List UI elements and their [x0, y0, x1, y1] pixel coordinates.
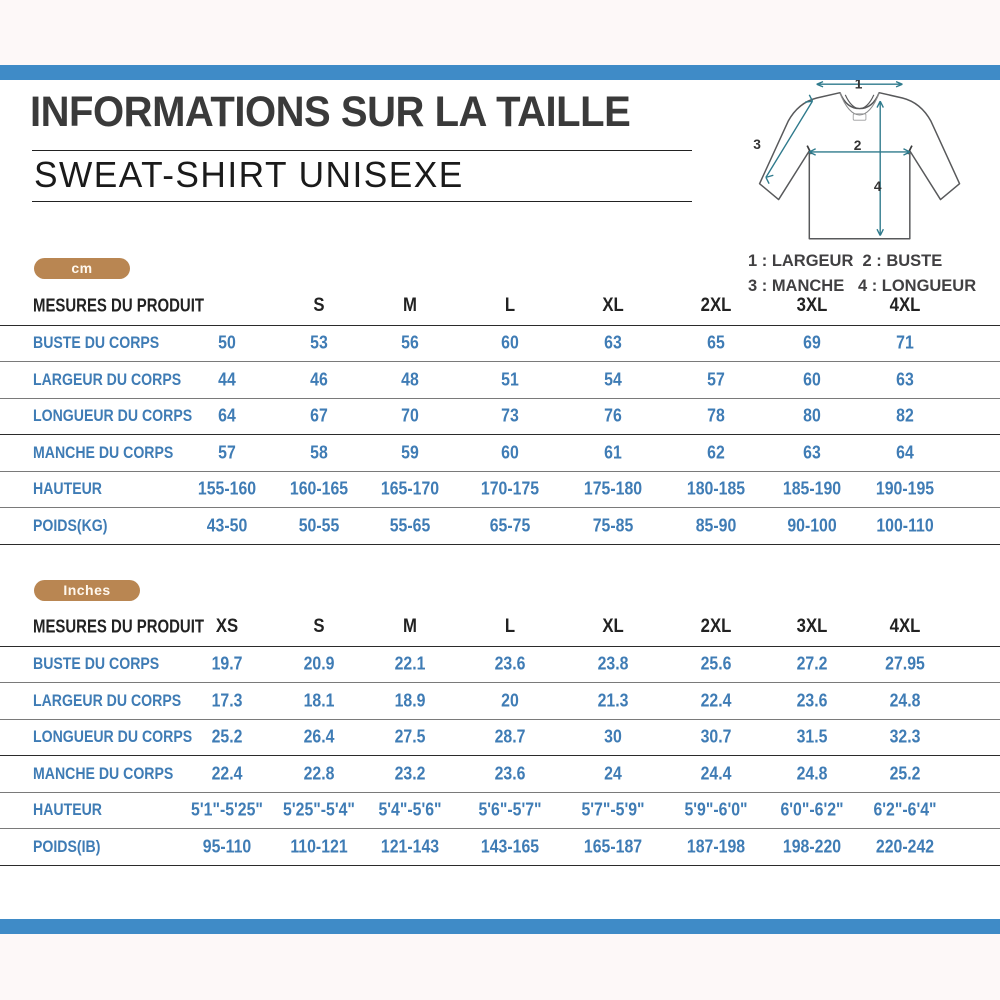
svg-text:1: 1: [855, 80, 863, 91]
svg-text:3: 3: [753, 137, 761, 152]
svg-text:4: 4: [874, 179, 882, 194]
svg-text:2: 2: [854, 138, 862, 153]
